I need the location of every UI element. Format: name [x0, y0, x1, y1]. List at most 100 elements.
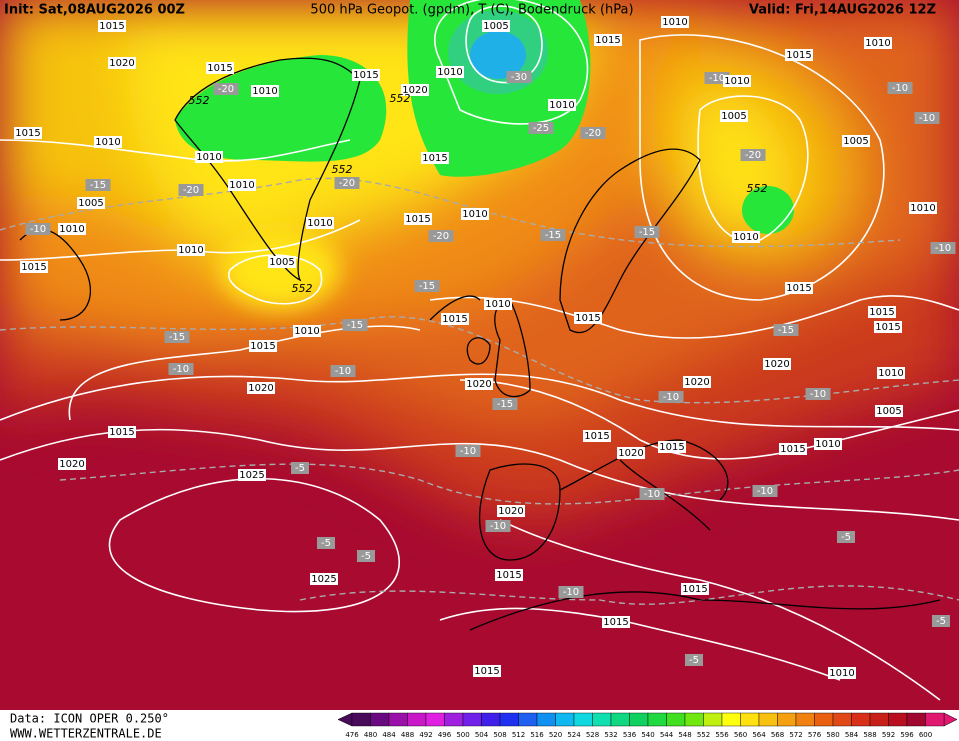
isobar-label: 1010 — [815, 439, 840, 450]
temperature-label-box — [658, 391, 684, 403]
isobar-label-box — [779, 443, 807, 455]
temperature-label: -10 — [663, 392, 679, 403]
isobar-label: 1015 — [869, 307, 894, 318]
isobar-label-box — [864, 37, 892, 49]
isobar-label: 1015 — [786, 50, 811, 61]
temperature-label: -5 — [361, 551, 371, 562]
isobar-label-box — [763, 358, 791, 370]
colorbar-label: 520 — [549, 731, 562, 739]
isobar-label: 1010 — [549, 100, 574, 111]
temperature-label-box — [932, 615, 950, 627]
isobar-label-box — [681, 583, 709, 595]
colorbar-swatch — [888, 712, 908, 727]
temperature-label-box — [558, 586, 584, 598]
temperature-label-box — [291, 462, 309, 474]
colorbar-label: 536 — [623, 731, 637, 739]
isobar-label-box — [875, 405, 903, 417]
temperature-label: -10 — [709, 73, 725, 84]
temperature-label: -10 — [173, 364, 189, 375]
isobar-label-box — [352, 69, 380, 81]
isobar-label: 1005 — [269, 257, 294, 268]
colorbar-label: 572 — [789, 731, 802, 739]
isobar-label-box — [401, 84, 429, 96]
isobar-label-box — [497, 505, 525, 517]
isobar-label: 1015 — [780, 444, 805, 455]
isobar-label: 1015 — [595, 35, 620, 46]
map-labels: -15 -20 -15 -20 -10 -20 -20 -15 -15 -20 -10 -10 -10 -… — [14, 16, 956, 679]
isobar-label: 1015 — [603, 617, 628, 628]
isobar-label: 1005 — [483, 21, 508, 32]
isobar-label: 1015 — [786, 283, 811, 294]
colorbar-swatch — [425, 712, 445, 727]
isobar-label-box — [177, 244, 205, 256]
temperature-label: -25 — [533, 123, 549, 134]
temperature-label: -20 — [218, 84, 234, 95]
colorbar-label: 600 — [919, 731, 932, 739]
temperature-label: -10 — [563, 587, 579, 598]
colorbar-swatch — [592, 712, 612, 727]
isobar-label: 1020 — [684, 377, 709, 388]
colorbar-swatch — [610, 712, 630, 727]
colorbar-label: 516 — [530, 731, 544, 739]
isobar-label-box — [108, 426, 136, 438]
isobar-label: 1010 — [829, 668, 854, 679]
colorbar-label: 476 — [345, 731, 359, 739]
colorbar-label: 488 — [401, 731, 414, 739]
height-label: 552 — [189, 94, 210, 107]
colorbar-label: 552 — [697, 731, 710, 739]
isobar-label: 1015 — [405, 214, 430, 225]
init-time: Init: Sat,08AUG2026 00Z — [4, 3, 185, 18]
colorbar-label: 576 — [808, 731, 822, 739]
isobar-label-box — [404, 213, 432, 225]
temperature-label: -15 — [545, 230, 561, 241]
height-label: 552 — [332, 163, 353, 176]
isobar-label-box — [249, 340, 277, 352]
isobar-label-box — [251, 85, 279, 97]
isobar-label: 1010 — [910, 203, 935, 214]
temperature-label-box — [357, 550, 375, 562]
temperature-label: -20 — [183, 185, 199, 196]
temperature-label: -10 — [810, 389, 826, 400]
temperature-label: -10 — [490, 521, 506, 532]
isobar-label: 1020 — [466, 379, 491, 390]
colorbar-swatch — [407, 712, 427, 727]
isobar-label: 1010 — [462, 209, 487, 220]
colorbar-label: 512 — [512, 731, 525, 739]
colorbar-label: 480 — [364, 731, 377, 739]
temperature-label-box — [639, 488, 665, 500]
temperature-label-box — [168, 363, 194, 375]
colorbar-label: 592 — [882, 731, 895, 739]
isobar-label: 1020 — [764, 359, 789, 370]
isobar-label: 1010 — [485, 299, 510, 310]
colorbar-swatch — [795, 712, 815, 727]
temperature-label-box — [914, 112, 940, 124]
temperature-label: -20 — [433, 231, 449, 242]
isobar-label-box — [868, 306, 896, 318]
colorbar-label: 532 — [604, 731, 617, 739]
isobar-label: 1015 — [584, 431, 609, 442]
colorbar-swatch — [444, 712, 464, 727]
temperature-label-box — [342, 319, 368, 331]
colorbar-swatch — [777, 712, 797, 727]
temperature-label: -15 — [90, 180, 106, 191]
isobar-label-box — [20, 261, 48, 273]
isobar-label: 1010 — [878, 368, 903, 379]
isobar-label: 1015 — [474, 666, 499, 677]
isobar-label: 1005 — [721, 111, 746, 122]
temperature-label: -5 — [295, 463, 305, 474]
colorbar-label: 508 — [493, 731, 506, 739]
temperature-label: -20 — [339, 178, 355, 189]
isobar-label: 1020 — [248, 383, 273, 394]
isobar-label-box — [495, 569, 523, 581]
colorbar-swatch — [499, 712, 519, 727]
temperature-label-box — [330, 365, 356, 377]
temperature-label: -10 — [30, 224, 46, 235]
colorbar-swatch — [869, 712, 889, 727]
isobar-label-box — [583, 430, 611, 442]
isobar-label-box — [441, 313, 469, 325]
isobar-label: 1020 — [498, 506, 523, 517]
colorbar-swatch — [518, 712, 538, 727]
temperature-label: -15 — [639, 227, 655, 238]
isobar-label: 1010 — [724, 76, 749, 87]
